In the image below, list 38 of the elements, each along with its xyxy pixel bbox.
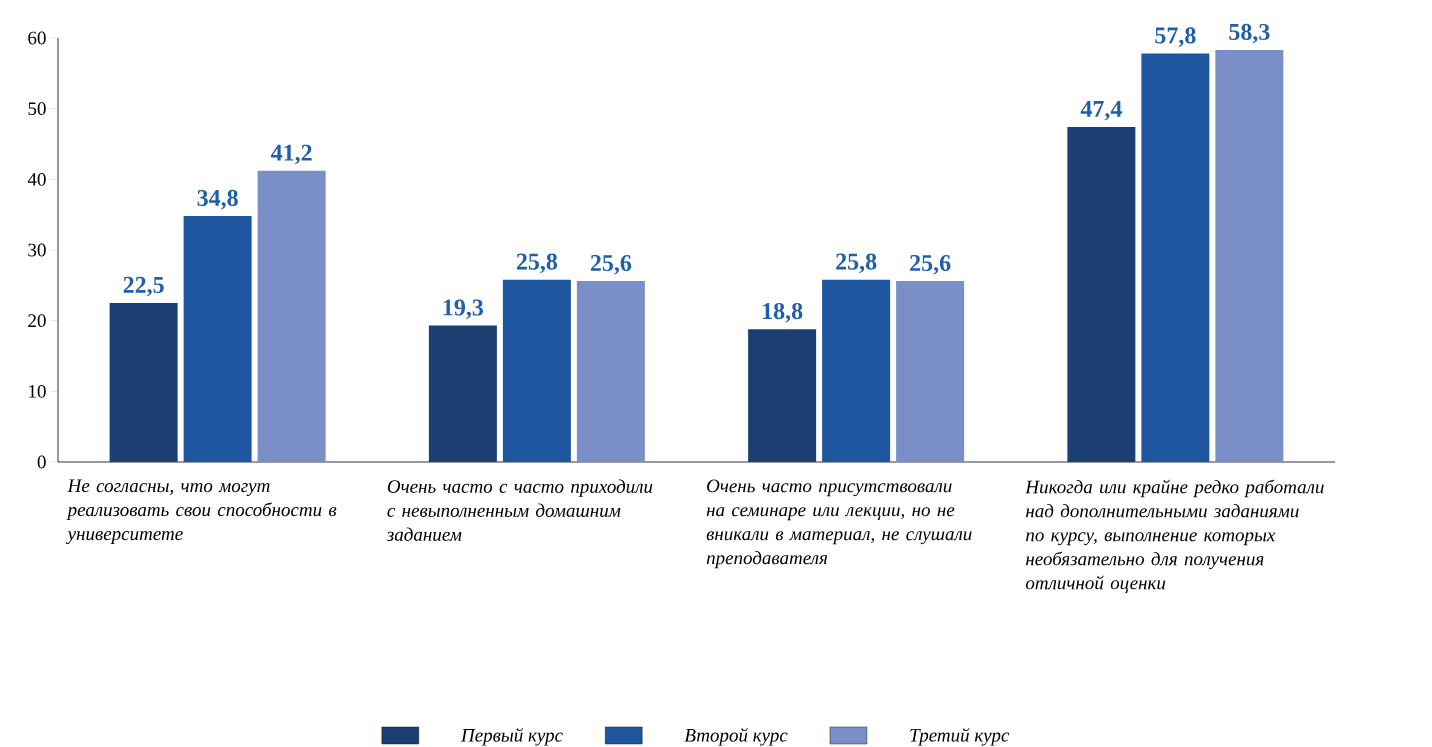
data-label: 47,4 xyxy=(1080,101,1122,121)
y-tick-label: 10 xyxy=(29,384,46,398)
data-label: 25,6 xyxy=(910,254,951,275)
data-label: 25,8 xyxy=(836,253,877,274)
data-label: 34,8 xyxy=(197,189,238,210)
legend-label: Первый курс xyxy=(460,727,563,746)
y-tick-label: 60 xyxy=(28,31,46,45)
data-label: 25,8 xyxy=(516,253,558,274)
y-tick-label: 20 xyxy=(28,314,46,328)
bar xyxy=(1215,50,1284,462)
y-tick-label: 0 xyxy=(37,455,46,469)
y-tick-label: 30 xyxy=(28,243,46,257)
y-tick-label: 40 xyxy=(27,172,46,186)
bar xyxy=(109,303,178,462)
data-label: 22,5 xyxy=(123,276,164,297)
bar xyxy=(257,170,326,462)
bar xyxy=(1141,53,1210,462)
x-tick-label: Очень часто присутствовали на семинаре или лекции, но не вникали в материал, не слушали преподавателя xyxy=(706,479,972,569)
x-tick-label: Не согласны, что могут реализовать свои способности в университете xyxy=(66,479,337,545)
bar xyxy=(576,281,645,462)
data-label: 41,2 xyxy=(270,144,312,165)
bar xyxy=(822,279,891,462)
bar xyxy=(748,329,817,462)
x-tick-label: Никогда или крайне редко работали над дополнительными заданиями по курсу, выполнение которых необязательно для получения отличной оценки xyxy=(1025,479,1324,593)
x-tick-label: Очень часто с часто приходили с невыполненным домашним заданием xyxy=(386,479,653,541)
bar xyxy=(183,216,252,462)
data-label: 57,8 xyxy=(1155,27,1196,48)
data-label: 19,3 xyxy=(443,299,484,320)
data-label: 25,6 xyxy=(590,254,632,275)
bar xyxy=(502,279,571,462)
legend-label: Третий курс xyxy=(910,727,1010,746)
data-label: 58,3 xyxy=(1229,23,1270,44)
bar xyxy=(896,281,965,462)
data-label: 18,8 xyxy=(763,302,803,323)
bar xyxy=(428,325,497,462)
y-tick-label: 50 xyxy=(28,102,46,116)
legend-label: Второй курс xyxy=(684,727,788,746)
bar xyxy=(1067,127,1136,462)
